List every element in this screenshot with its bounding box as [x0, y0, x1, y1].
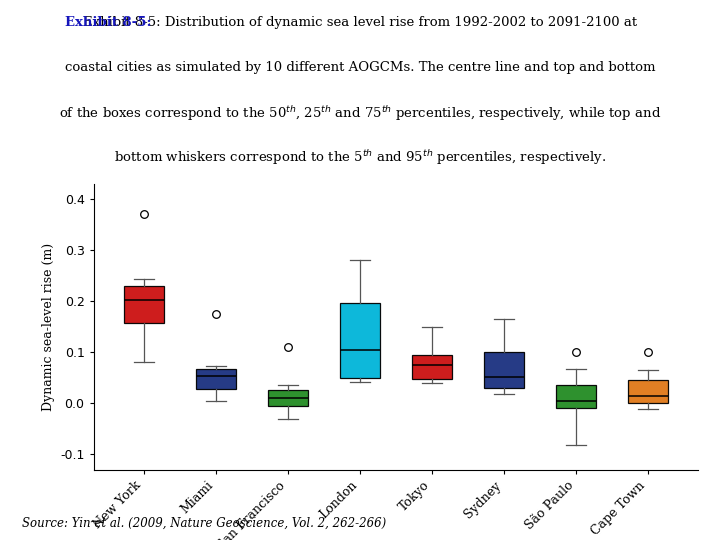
PathPatch shape: [268, 390, 308, 406]
Y-axis label: Dynamic sea-level rise (m): Dynamic sea-level rise (m): [42, 242, 55, 411]
Text: Source: Yin et al. (2009, Nature Geoscience, Vol. 2, 262-266): Source: Yin et al. (2009, Nature Geoscie…: [22, 516, 386, 530]
PathPatch shape: [412, 355, 452, 379]
Text: bottom whiskers correspond to the 5$^{th}$ and 95$^{th}$ percentiles, respective: bottom whiskers correspond to the 5$^{th…: [114, 148, 606, 167]
Text: coastal cities as simulated by 10 different AOGCMs. The centre line and top and : coastal cities as simulated by 10 differ…: [65, 61, 655, 74]
PathPatch shape: [196, 369, 236, 389]
PathPatch shape: [484, 352, 524, 388]
PathPatch shape: [340, 303, 380, 378]
Text: Exhibit 8-5: Distribution of dynamic sea level rise from 1992-2002 to 2091-2100 : Exhibit 8-5: Distribution of dynamic sea…: [83, 16, 637, 29]
PathPatch shape: [628, 380, 668, 403]
PathPatch shape: [556, 385, 596, 408]
PathPatch shape: [124, 286, 164, 322]
Text: Exhibit 8-5:: Exhibit 8-5:: [65, 16, 151, 29]
Text: of the boxes correspond to the 50$^{th}$, 25$^{th}$ and 75$^{th}$ percentiles, r: of the boxes correspond to the 50$^{th}$…: [59, 105, 661, 124]
